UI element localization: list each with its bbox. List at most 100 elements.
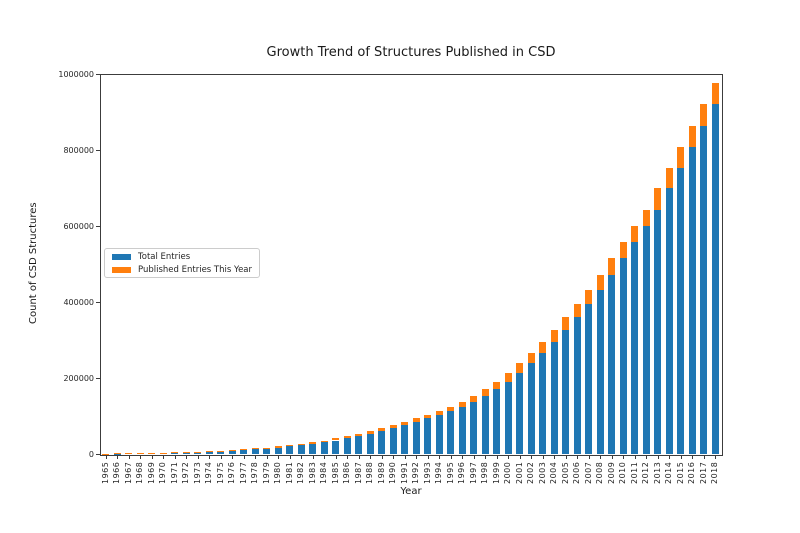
x-tick-label: 2017 [698, 461, 708, 484]
x-tick-label: 1971 [169, 461, 179, 484]
bar-published [217, 450, 225, 452]
bar-total [309, 443, 317, 454]
x-tick-label: 1978 [250, 461, 260, 484]
bar-published [504, 372, 512, 382]
bar-published [435, 410, 443, 415]
x-tick-label: 1965 [100, 461, 110, 484]
bar-total [343, 438, 351, 454]
bar-published [596, 275, 604, 291]
x-tick-label: 2007 [583, 461, 593, 484]
x-tick-label: 1995 [445, 461, 455, 484]
x-tick-label: 1979 [261, 461, 271, 484]
x-tick-mark [381, 455, 383, 459]
bar-total [435, 415, 443, 454]
bar-published [573, 303, 581, 317]
bar-published [493, 381, 501, 390]
bar-published [355, 433, 363, 437]
x-tick-label: 2010 [618, 461, 628, 484]
x-tick-label: 2012 [641, 461, 651, 484]
y-tick-label: 200000 [63, 374, 94, 383]
bar-total [573, 316, 581, 454]
legend-row-published: Published Entries This Year [105, 263, 259, 276]
bar-total [136, 453, 144, 454]
x-tick-label: 2004 [549, 461, 559, 484]
bar-total [677, 168, 685, 454]
bar-published [297, 443, 305, 446]
chart-title: Growth Trend of Structures Published in … [266, 45, 556, 60]
bar-published [343, 436, 351, 439]
legend: Total Entries Published Entries This Yea… [104, 248, 260, 278]
bar-published [320, 440, 328, 443]
bar-total [481, 395, 489, 454]
x-tick-label: 2015 [675, 461, 685, 484]
y-tick-label: 400000 [63, 298, 94, 307]
bar-total [619, 258, 627, 454]
x-tick-mark [301, 455, 303, 459]
x-tick-label: 1974 [204, 461, 214, 484]
bar-total [263, 448, 271, 454]
x-tick-mark [519, 455, 521, 459]
bar-published [608, 258, 616, 276]
bar-total [240, 449, 248, 454]
x-tick-label: 2001 [514, 461, 524, 484]
x-tick-label: 1981 [284, 461, 294, 484]
bar-total [412, 421, 420, 454]
bar-published [688, 125, 696, 148]
x-tick-mark [370, 455, 372, 459]
bar-published [585, 290, 593, 304]
x-tick-label: 1976 [227, 461, 237, 484]
y-tick-label: 0 [88, 450, 94, 459]
x-tick-label: 1972 [181, 461, 191, 484]
bar-total [608, 275, 616, 454]
bar-published [263, 447, 271, 449]
x-tick-mark [209, 455, 211, 459]
bar-total [688, 147, 696, 454]
bar-published [378, 428, 386, 432]
x-tick-mark [485, 455, 487, 459]
x-tick-mark [335, 455, 337, 459]
x-tick-mark [140, 455, 142, 459]
y-tick-mark [96, 378, 100, 379]
bar-published [550, 330, 558, 342]
x-tick-mark [186, 455, 188, 459]
x-tick-label: 1996 [457, 461, 467, 484]
x-tick-label: 2016 [687, 461, 697, 484]
x-tick-label: 1982 [296, 461, 306, 484]
bar-total [159, 452, 167, 454]
x-tick-mark [565, 455, 567, 459]
x-tick-mark [588, 455, 590, 459]
x-tick-label: 2009 [606, 461, 616, 484]
y-tick-mark [96, 226, 100, 227]
bar-published [309, 442, 317, 444]
bar-total [493, 389, 501, 454]
bar-total [539, 352, 547, 454]
y-tick-label: 800000 [63, 146, 94, 155]
x-tick-mark [105, 455, 107, 459]
x-tick-label: 1968 [135, 461, 145, 484]
bar-total [378, 431, 386, 454]
x-tick-mark [117, 455, 119, 459]
bar-total [355, 436, 363, 454]
bar-total [182, 452, 190, 454]
bar-total [665, 188, 673, 454]
bar-total [217, 451, 225, 454]
y-tick-label: 600000 [63, 222, 94, 231]
x-tick-label: 2005 [560, 461, 570, 484]
x-tick-mark [439, 455, 441, 459]
bar-published [424, 415, 432, 419]
x-tick-mark [404, 455, 406, 459]
x-tick-label: 1983 [307, 461, 317, 484]
x-tick-label: 1991 [399, 461, 409, 484]
bar-total [332, 440, 340, 454]
x-tick-mark [393, 455, 395, 459]
x-tick-mark [531, 455, 533, 459]
bar-published [539, 341, 547, 353]
y-tick-mark [96, 74, 100, 75]
bar-total [631, 241, 639, 454]
legend-swatch-total [112, 253, 131, 260]
bar-published [458, 401, 466, 408]
bar-total [205, 451, 213, 454]
x-tick-mark [496, 455, 498, 459]
x-tick-label: 1990 [388, 461, 398, 484]
